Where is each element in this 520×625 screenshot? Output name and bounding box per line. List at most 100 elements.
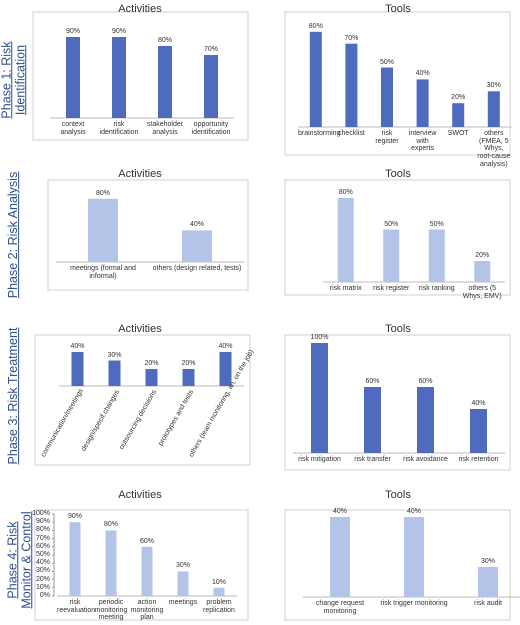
- x-tick-label: opportunity identification: [191, 121, 231, 136]
- x-tick-label: risk audit: [473, 600, 502, 607]
- x-tick-label: others (FMEA, 5 Whys, root-cause analysi…: [477, 130, 511, 168]
- y-tick-label: 80%: [35, 526, 50, 534]
- x-tick-label: others (design related, tests): [152, 265, 242, 272]
- value-label: 20%: [144, 360, 159, 367]
- value-label: 40%: [218, 343, 233, 350]
- value-label: 80%: [157, 37, 173, 44]
- value-label: 90%: [65, 28, 81, 35]
- x-tick-label: risk mitigation: [298, 456, 341, 463]
- value-label: 40%: [406, 508, 422, 515]
- bar: [478, 567, 498, 597]
- value-label: 50%: [384, 220, 399, 228]
- bar: [182, 369, 195, 386]
- x-tick-label: risk identification: [99, 121, 139, 136]
- chart-title: Activities: [118, 323, 162, 335]
- value-label: 90%: [111, 28, 127, 35]
- bar: [417, 387, 434, 453]
- x-tick-label: change request monitoring: [315, 600, 365, 615]
- bar: [204, 55, 218, 118]
- chart-title: Activities: [118, 168, 162, 180]
- x-tick-label: context analysis: [60, 121, 86, 136]
- bar: [105, 530, 117, 596]
- value-label: 40%: [189, 221, 205, 229]
- bar: [219, 352, 232, 386]
- x-tick-label: interview with experts: [408, 130, 437, 153]
- value-label: 30%: [486, 82, 501, 90]
- value-label: 60%: [418, 378, 433, 385]
- x-tick-label: others (5 Whys, EMV): [462, 285, 502, 300]
- bar: [71, 352, 84, 386]
- value-label: 80%: [338, 189, 353, 196]
- value-label: 40%: [415, 70, 430, 78]
- x-tick-label: risk matrix: [329, 285, 362, 292]
- bar: [88, 198, 118, 262]
- chart-frame: [47, 179, 249, 291]
- phase-label: Phase 2: Risk Analysis: [6, 171, 21, 299]
- bar: [416, 79, 429, 127]
- x-tick-label: meetings (formal and informal): [70, 265, 136, 280]
- value-label: 30%: [175, 562, 191, 570]
- bar: [213, 587, 225, 596]
- bar: [309, 31, 322, 127]
- chart-frame: [34, 334, 251, 466]
- bar: [364, 387, 381, 453]
- value-label: 50%: [429, 220, 444, 228]
- value-label: 70%: [344, 34, 359, 42]
- x-tick-label: risk register: [375, 130, 399, 145]
- bar: [141, 546, 153, 596]
- bar: [474, 261, 491, 282]
- y-tick-label: 0%: [39, 592, 50, 600]
- x-tick-label: risk avoidance: [403, 456, 448, 463]
- y-tick-label: 60%: [35, 542, 50, 550]
- bar: [177, 571, 189, 596]
- bar: [66, 37, 80, 118]
- bar: [330, 517, 350, 597]
- value-label: 60%: [365, 378, 380, 385]
- x-tick-label: risk retention: [458, 456, 499, 463]
- y-tick-label: 30%: [35, 567, 50, 575]
- value-label: 20%: [181, 360, 196, 367]
- bar: [337, 198, 354, 282]
- bar: [345, 43, 358, 128]
- y-tick-label: 20%: [35, 575, 50, 583]
- value-label: 50%: [379, 58, 395, 66]
- y-tick-label: 70%: [35, 534, 50, 542]
- value-label: 60%: [139, 537, 155, 545]
- chart-frame: [284, 11, 511, 156]
- value-label: 90%: [67, 513, 83, 521]
- value-label: 20%: [451, 94, 466, 102]
- chart-frame: [284, 334, 511, 471]
- value-label: 80%: [95, 189, 111, 197]
- bar: [487, 91, 500, 127]
- chart-title: Activities: [118, 489, 162, 501]
- chart-title: Tools: [385, 3, 411, 15]
- chart-frame: [284, 509, 511, 621]
- bar: [428, 229, 445, 282]
- chart-frame: [284, 179, 511, 296]
- x-tick-label: risk ranking: [418, 285, 455, 292]
- x-tick-label: meetings: [168, 599, 198, 606]
- bar: [112, 37, 126, 118]
- x-tick-label: periodic monitoring meeting: [94, 599, 128, 622]
- x-tick-label: risk transfer: [354, 456, 391, 463]
- x-tick-label: checklist: [337, 130, 365, 137]
- bar: [452, 103, 465, 127]
- x-tick-label: risk trigger monitoring: [380, 600, 448, 607]
- value-label: 80%: [308, 22, 323, 30]
- y-tick-label: 100%: [32, 510, 50, 518]
- value-label: 100%: [310, 334, 329, 341]
- value-label: 40%: [70, 343, 85, 350]
- y-tick-label: 40%: [35, 559, 50, 567]
- y-tick-label: 50%: [35, 551, 50, 559]
- phase-label: Phase 1: Risk Identification: [0, 41, 27, 119]
- x-tick-label: stakeholder analysis: [146, 121, 184, 136]
- bar: [145, 369, 158, 386]
- bar: [182, 230, 212, 262]
- bar: [381, 67, 393, 127]
- value-label: 70%: [203, 46, 219, 53]
- chart-title: Tools: [385, 489, 411, 501]
- chart-frame: [34, 509, 249, 621]
- chart-frame: [32, 11, 249, 141]
